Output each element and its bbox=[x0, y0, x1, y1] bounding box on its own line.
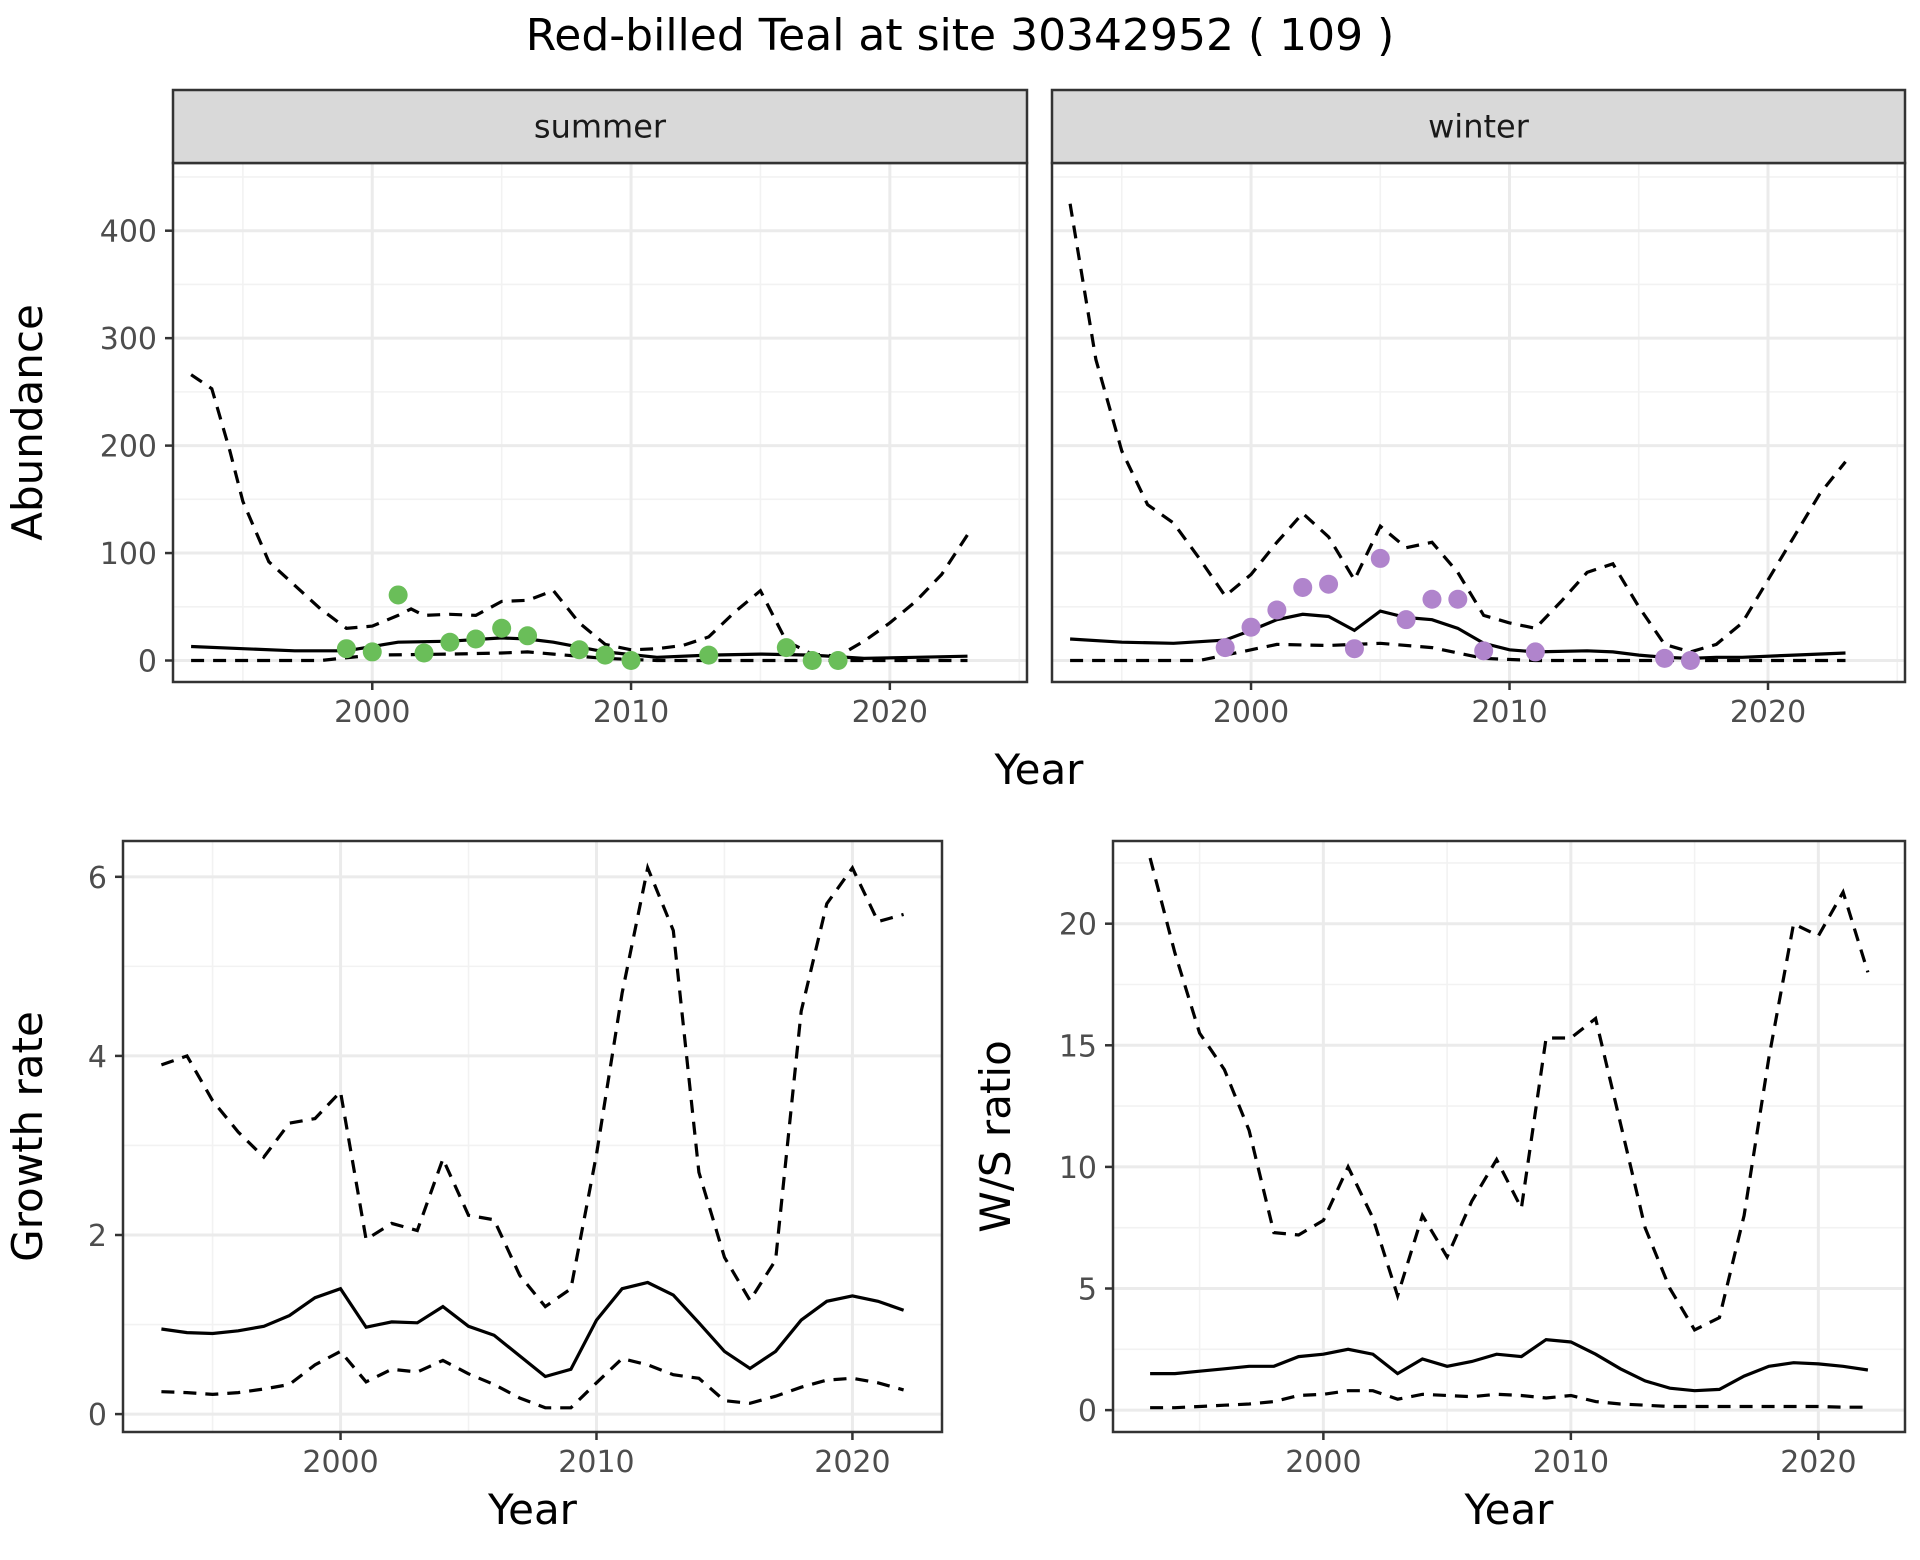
data-point bbox=[1344, 639, 1364, 659]
data-point bbox=[1525, 642, 1545, 662]
facet-strip bbox=[171, 88, 1029, 165]
x-tick-label: 2020 bbox=[1730, 695, 1806, 730]
y-tick-label: 0 bbox=[88, 1398, 107, 1433]
data-point bbox=[776, 638, 796, 658]
x-tick-label: 2000 bbox=[1213, 695, 1289, 730]
y-tick-label: 10 bbox=[1059, 1151, 1097, 1186]
data-point bbox=[828, 651, 848, 671]
x-axis-title: Year bbox=[1464, 1485, 1555, 1534]
series-line-upper-bound bbox=[190, 373, 969, 658]
y-axis-title: Growth rate bbox=[3, 1011, 52, 1262]
data-point bbox=[1396, 610, 1416, 630]
x-axis-title-facets: Year bbox=[994, 745, 1085, 794]
y-tick-label: 0 bbox=[1078, 1394, 1097, 1429]
y-tick-label: 300 bbox=[100, 322, 157, 357]
data-point bbox=[1241, 617, 1261, 637]
panel-border bbox=[1111, 839, 1907, 1434]
y-tick-label: 2 bbox=[88, 1219, 107, 1254]
x-tick-label: 2010 bbox=[558, 1445, 634, 1480]
series-line-estimate bbox=[161, 1280, 905, 1379]
data-point bbox=[466, 629, 486, 649]
data-point bbox=[621, 651, 641, 671]
chart-panel-summer: summer 2000 2010 2020 0 100 200 300 400 Abundance bbox=[3, 88, 1029, 730]
data-point bbox=[569, 640, 589, 660]
data-point bbox=[362, 642, 382, 662]
x-tick-label: 2010 bbox=[1533, 1445, 1609, 1480]
x-tick-label: 2010 bbox=[1471, 695, 1547, 730]
y-tick-label: 400 bbox=[100, 215, 157, 250]
data-point bbox=[699, 645, 719, 665]
data-point bbox=[492, 618, 512, 638]
chart-panel-panel-3: 2000 2010 2020 0 5 10 15 20 W/S ratio Year bbox=[971, 839, 1907, 1534]
data-point bbox=[595, 645, 615, 665]
y-tick-label: 4 bbox=[88, 1040, 107, 1075]
x-tick-label: 2020 bbox=[814, 1445, 890, 1480]
data-point bbox=[1267, 600, 1287, 620]
x-tick-label: 2000 bbox=[334, 695, 410, 730]
panel-border bbox=[171, 161, 1029, 684]
data-point bbox=[1215, 638, 1235, 658]
x-tick-label: 2000 bbox=[302, 1445, 378, 1480]
y-tick-label: 20 bbox=[1059, 908, 1097, 943]
data-point bbox=[336, 639, 356, 659]
series-line-upper-bound bbox=[1068, 203, 1847, 654]
facet-strip bbox=[1050, 88, 1907, 165]
facet-label: winter bbox=[1428, 108, 1530, 146]
series-line-upper-bound bbox=[1148, 857, 1870, 1332]
y-tick-label: 6 bbox=[88, 861, 107, 896]
y-tick-label: 15 bbox=[1059, 1029, 1097, 1064]
data-point bbox=[1680, 651, 1700, 671]
data-point bbox=[518, 626, 538, 646]
y-axis-title: W/S ratio bbox=[971, 1040, 1020, 1233]
series-line-upper-bound bbox=[160, 862, 905, 1309]
data-point bbox=[1319, 574, 1339, 594]
panel-border bbox=[1050, 161, 1907, 684]
series-line-estimate bbox=[1070, 609, 1846, 661]
x-axis-title: Year bbox=[487, 1485, 578, 1534]
chart-panel-panel-2: 2000 2010 2020 0 2 4 6 Growth rate Year bbox=[3, 839, 944, 1534]
data-point bbox=[1370, 548, 1390, 568]
x-tick-label: 2000 bbox=[1285, 1445, 1361, 1480]
series-line-estimate bbox=[1150, 1337, 1869, 1393]
data-point bbox=[414, 643, 434, 663]
data-point bbox=[1422, 589, 1442, 609]
y-tick-label: 100 bbox=[100, 537, 157, 572]
series-line-lower-bound bbox=[1150, 1389, 1868, 1410]
x-tick-label: 2020 bbox=[1780, 1445, 1856, 1480]
y-tick-label: 0 bbox=[138, 645, 157, 680]
data-point bbox=[1655, 648, 1675, 668]
data-point bbox=[1448, 589, 1468, 609]
data-point bbox=[1293, 577, 1313, 597]
data-point bbox=[1474, 641, 1494, 661]
chart-panel-winter: winter 2000 2010 2020 bbox=[1050, 88, 1907, 730]
y-axis-title: Abundance bbox=[3, 304, 52, 541]
x-tick-label: 2010 bbox=[593, 695, 669, 730]
facet-label: summer bbox=[534, 108, 667, 146]
x-tick-label: 2020 bbox=[852, 695, 928, 730]
data-point bbox=[802, 651, 822, 671]
y-tick-label: 5 bbox=[1078, 1273, 1097, 1308]
chart-title: Red-billed Teal at site 30342952 ( 109 ) bbox=[526, 10, 1395, 61]
panel-border bbox=[121, 839, 944, 1434]
data-point bbox=[440, 632, 460, 652]
series-line-lower-bound bbox=[161, 1349, 905, 1410]
y-tick-label: 200 bbox=[100, 430, 157, 465]
data-point bbox=[388, 585, 408, 605]
